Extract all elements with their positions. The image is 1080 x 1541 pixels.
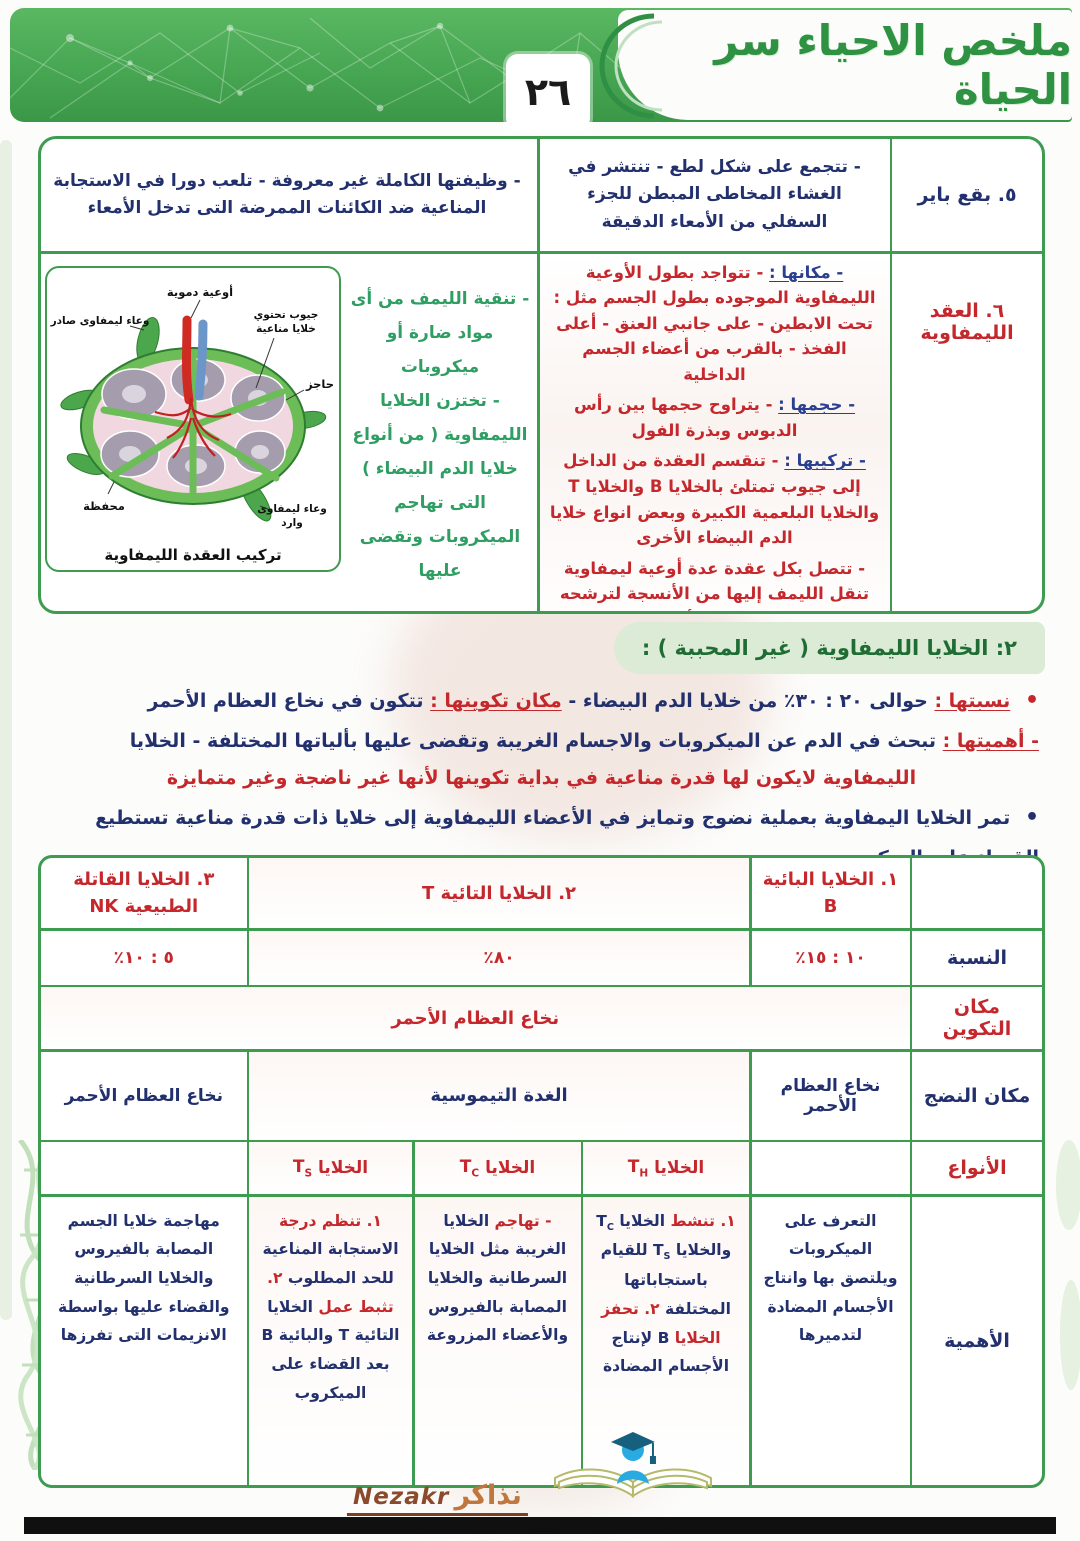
lymphocytes-comparison-table: ١. الخلايا البائية B ٢. الخلايا التائية … [38,855,1045,1488]
lymph-node-functions: - تنقية الليمف من أى مواد ضارة أو ميكروب… [349,266,531,588]
lymphoid-organs-table: ٥. بقع باير - تتجمع على شكل لطع - تنتشر … [38,136,1045,614]
types-ts: الخلايا TS [249,1142,412,1194]
label-septum: حاجز [305,377,334,391]
label-sinuses-line1: جيوب تحتوي [254,309,319,321]
ratio-t: ٨٠٪ [249,930,749,985]
rowlabel-importance: الأهمية [912,1196,1042,1485]
types-tc: الخلايا TC [414,1142,581,1194]
importance-ts: ١. تنظم درجة الاستجابة المناعية للحد الم… [249,1196,412,1485]
importance-tc: - تهاجم الخلايا الغريبة مثل الخلايا السر… [414,1196,581,1485]
page-number: ٢٦ [506,54,590,130]
bullet-immaturity-note: الليمفاوية لايكون لها قدرة مناعية في بدا… [166,766,917,789]
function-filter-lymph: - تنقية الليمف من أى مواد ضارة أو ميكروب… [350,288,530,377]
graduate-book-icon [554,1432,713,1498]
types-th: الخلايا TH [583,1142,749,1194]
maturation-t: الغدة التيموسية [249,1051,749,1140]
rowlabel-ratio: النسبة [912,930,1042,985]
lymph-node-structure: - تركيبها : - تنقسم العقدة من الداخل إلى… [550,448,880,550]
keyword-structure: - تركيبها : [784,451,866,471]
label-afferent-line1: وعاء ليمفاوى [257,503,327,515]
ratio-text: حوالى ٢٠ : ٣٠٪ من خلايا الدم البيضاء - [568,689,928,712]
right-edge-decoration [1060,1280,1080,1390]
types-b-empty [751,1142,910,1194]
bullet-dot-icon: • [1024,688,1039,713]
ratio-nk: ٥ : ١٠٪ [41,930,247,985]
keyword-ratio: نسبتها : [934,689,1011,712]
rowlabel-formation: مكان التكوين [912,987,1042,1049]
importance-b: التعرف على الميكروبات ويلتصق بها وانتاج … [751,1196,910,1485]
importance-nk: مهاجمة خلايا الجسم المصابة بالفيروس والخ… [41,1196,247,1485]
left-edge-decoration [0,140,12,1320]
section2-notes: • نسبتها : حوالى ٢٠ : ٣٠٪ من خلايا الدم … [38,680,1045,877]
lymph-node-vessels: - تتصل بكل عقدة عدة أوعية ليمفاوية تنقل … [550,556,880,611]
size-text: - يتراوح حجمها بين رأس الدبوس وبذرة الفو… [573,395,798,440]
lymph-node-size: - حجمها : - يتراوح حجمها بين رأس الدبوس … [550,392,880,443]
label-efferent-vessel: وعاء ليمفاوى صادر [50,315,150,327]
lymph-node-illustration: أوعية دموية وعاء ليمفاوى صادر جيوب تحتوي… [50,284,334,529]
function-store-cells: - تختزن الخلايا الليمفاوية ( من أنواع خل… [352,390,528,581]
corner-cell [912,858,1042,928]
title-area: ملخص الاحياء سر الحياة [618,10,1073,120]
rowlabel-types: الأنواع [912,1142,1042,1194]
bullet-importance: - أهميتها : تبحث في الدم عن الميكروبات و… [38,723,1045,760]
lymph-node-location: - مكانها : - تتواجد بطول الأوعية الليمفا… [550,260,880,388]
keyword-formation-place: مكان تكوينها : [430,689,562,712]
types-nk-empty [41,1142,247,1194]
section2-title: ٢: الخلايا الليمفاوية ( غير المحببة ) : [613,622,1045,674]
brand-text: نذاكر Nezakr [346,1480,528,1516]
maturation-b: نخاع العظام الأحمر [751,1051,910,1140]
bullet-ratio-formation: • نسبتها : حوالى ٢٠ : ٣٠٪ من خلايا الدم … [38,680,1045,723]
keyword-location: - مكانها : [769,262,844,282]
brand-arabic: نذاكر [454,1480,522,1511]
maturation-nk: نخاع العظام الأحمر [41,1051,247,1140]
nezakr-logo: نذاكر Nezakr [346,1424,733,1516]
bullet-dot-icon: • [1024,804,1039,830]
header-nk-cells: ٣. الخلايا القاتلة الطبيعية NK [41,858,247,928]
structure-text: - تنقسم العقدة من الداخل إلى جيوب تمتلئ … [549,451,880,548]
keyword-size: - حجمها : [778,395,856,415]
crescent-arc-icon [599,13,663,119]
vessels-text: - تتصل بكل عقدة عدة أوعية ليمفاوية تنقل … [556,558,872,611]
row6-function-and-diagram: - تنقية الليمف من أى مواد ضارة أو ميكروب… [41,253,537,611]
right-edge-decoration [1056,1140,1080,1230]
ratio-b: ١٠ : ١٥٪ [751,930,910,985]
keyword-importance: - أهميتها : [942,729,1039,752]
header-b-cells: ١. الخلايا البائية B [751,858,910,928]
row5-label: ٥. بقع باير [892,139,1042,251]
row5-location-text: - تتجمع على شكل لطع - تنتشر في الغشاء ال… [539,139,890,251]
label-afferent-line2: وارد [281,517,303,529]
page-title: ملخص الاحياء سر الحياة [714,16,1073,114]
diagram-caption: تركيب العقدة الليمفاوية [104,545,282,564]
bottom-bar [24,1517,1056,1534]
location-text: - تتواجد بطول الأوعية الليمفاوية الموجود… [553,262,876,384]
importance-th: ١. تنشط الخلايا TC والخلايا TS للقيام با… [583,1196,749,1485]
header-t-cells: ٢. الخلايا التائية T [249,858,749,928]
row6-details: - مكانها : - تتواجد بطول الأوعية الليمفا… [539,253,890,611]
label-blood-vessels: أوعية دموية [167,284,233,300]
formation-place-text: تتكون في نخاع العظام الأحمر [147,689,424,712]
rowlabel-maturation: مكان النضج [912,1051,1042,1140]
row6-label: ٦. العقد الليمفاوية [892,253,1042,611]
row5-function-text: - وظيفتها الكاملة غير معروفة - تلعب دورا… [41,139,537,251]
brand-english: Nezakr [352,1484,450,1510]
label-capsule: محفظة [83,499,125,513]
lymph-node-diagram: أوعية دموية وعاء ليمفاوى صادر جيوب تحتوي… [45,265,341,572]
importance-text: تبحث في الدم عن الميكروبات والاجسام الغر… [129,729,937,752]
formation-value: نخاع العظام الأحمر [41,987,910,1049]
label-sinuses-line2: خلايا مناعية [256,323,316,335]
